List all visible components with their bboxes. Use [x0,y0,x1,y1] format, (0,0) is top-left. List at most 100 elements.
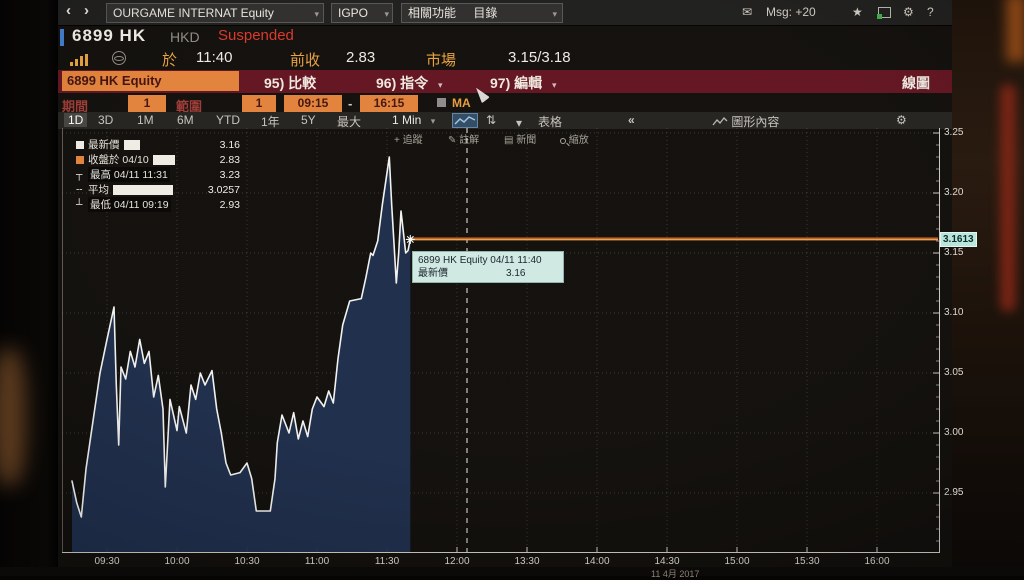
help-icon[interactable]: ? [927,5,934,19]
line-chart-icon [454,116,476,125]
x-axis-label: 16:00 [864,556,890,567]
function-code: IGPO [338,6,369,20]
y-axis-label: 3.15 [944,247,964,258]
range-label: 範圍 [176,99,203,114]
page-title: 線圖 [902,75,930,91]
legend-row-average[interactable]: ╌ 平均 3.0257 [76,182,240,197]
compare-button[interactable]: 95) 比較 [264,75,317,91]
chevron-down-icon: ▾ [552,80,557,90]
legend-value: 2.93 [219,198,240,211]
range-tab-5y[interactable]: 5Y [301,113,316,127]
y-axis-label: 3.20 [944,187,964,198]
back-icon[interactable]: ‹ [66,2,71,19]
range-tab-1m[interactable]: 1M [137,113,154,127]
status-badge: Suspended [218,27,294,44]
x-axis-label: 13:30 [514,556,540,567]
x-axis-label: 15:00 [724,556,750,567]
related-functions-menu[interactable]: 相關功能 目錄 ▾ [401,3,563,23]
x-axis-label: 09:30 [94,556,120,567]
x-axis-label: 15:30 [794,556,820,567]
average-marker-icon: ╌ [76,183,83,196]
track-button[interactable]: + 追蹤 [394,135,423,146]
chevron-down-icon: ▾ [438,80,443,90]
y-axis-label: 2.95 [944,487,964,498]
background-object-right [1000,84,1016,312]
y-axis-label: 3.00 [944,427,964,438]
period-input[interactable]: 1 [128,95,166,112]
message-count[interactable]: Msg: +20 [766,5,816,19]
start-time-input[interactable]: 09:15 [284,95,342,112]
function-bar [58,70,952,93]
legend-row-last[interactable]: 最新價 3.16 [76,137,240,152]
favorites-star-icon[interactable]: ★ [852,5,863,19]
range-tab-max[interactable]: 最大 [337,115,362,129]
market-clock-icon [112,51,126,65]
legend-row-low[interactable]: ┴ 最低 04/11 09:19 2.93 [76,197,240,212]
message-envelope-icon[interactable]: ✉ [742,5,753,19]
ticker-accent-bar [60,29,64,46]
y-axis-label: 3.05 [944,367,964,378]
menu-label[interactable]: 目錄 [473,6,498,20]
currency-label: HKD [170,29,200,45]
security-dropdown[interactable]: OURGAME INTERNAT Equity ▾ [106,3,324,23]
monitor-bezel-left [0,0,58,576]
prev-close-swatch [76,155,84,164]
ma-checkbox[interactable] [437,98,446,107]
chevron-down-icon: ▾ [314,9,319,19]
x-axis-label: 10:00 [164,556,190,567]
forward-icon[interactable]: › [84,2,89,19]
x-axis-label: 14:00 [584,556,610,567]
range-tab-6m[interactable]: 6M [177,113,194,127]
chevron-down-icon: ▾ [552,9,557,19]
tooltip-value: 3.16 [506,268,526,279]
edit-button[interactable]: 97) 編輯 ▾ [490,75,557,91]
chart-content-button[interactable]: 圖形內容 [712,113,779,130]
legend-label: 最高 04/11 11:31 [88,167,170,182]
export-icon[interactable] [877,7,891,19]
y-axis-label: 3.10 [944,307,964,318]
background-object-left [0,348,26,486]
collapse-panel-button[interactable]: « [628,113,635,127]
x-axis-label: 12:00 [444,556,470,567]
prev-close-value: 2.83 [346,49,376,66]
monitor-bezel-bottom [0,567,1024,576]
candle-chart-type-button[interactable]: ⇅ [486,113,497,127]
range-tab-3d[interactable]: 3D [98,113,114,127]
x-axis-date-label: 11 4月 2017 [651,569,700,579]
interval-dropdown[interactable]: 1 Min ▾ [392,113,436,127]
ma-label: MA [452,96,471,110]
legend-label: 收盤於 04/10 [88,154,149,166]
background-object-corner [1006,0,1024,62]
crosshair-tooltip: 6899 HK Equity 04/11 11:40 最新價 3.16 [412,251,564,283]
actions-button[interactable]: 96) 指令 ▾ [376,75,443,91]
legend-value: 3.16 [219,138,240,151]
chart-type-dropdown-icon[interactable]: ▾ [516,116,523,130]
price-chart[interactable] [62,128,940,553]
line-chart-type-button[interactable] [452,113,478,128]
table-button[interactable]: 表格 [538,115,563,129]
legend-label: 最新價 [88,139,120,151]
last-price-swatch [76,140,84,149]
zoom-button[interactable]: 縮放 [560,131,589,146]
legend-row-high[interactable]: ┬ 最高 04/11 11:31 3.23 [76,167,240,182]
news-button[interactable]: ▤ 新聞 [504,135,537,146]
range-tab-ytd[interactable]: YTD [216,113,240,127]
chart-settings-gear-icon[interactable]: ⚙ [896,113,907,127]
legend-row-close[interactable]: 收盤於 04/10 2.83 [76,152,240,167]
range-input[interactable]: 1 [242,95,276,112]
ticker-symbol: 6899 HK [72,26,147,45]
as-of-label: 於 [162,52,178,69]
x-axis-label: 14:30 [654,556,680,567]
low-marker-icon: ┴ [76,198,83,211]
range-tab-1y[interactable]: 1年 [261,115,280,129]
settings-gear-icon[interactable]: ⚙ [903,5,914,19]
end-time-input[interactable]: 16:15 [360,95,418,112]
last-price-axis-tag: 3.1613 [940,232,977,248]
magnifier-icon [560,138,566,144]
market-label: 市場 [426,52,457,69]
range-tab-1d[interactable]: 1D [64,112,88,127]
function-dropdown[interactable]: IGPO ▾ [331,3,393,23]
annotate-button[interactable]: ✎ 註解 [448,135,480,146]
security-field[interactable]: 6899 HK Equity [62,71,239,91]
